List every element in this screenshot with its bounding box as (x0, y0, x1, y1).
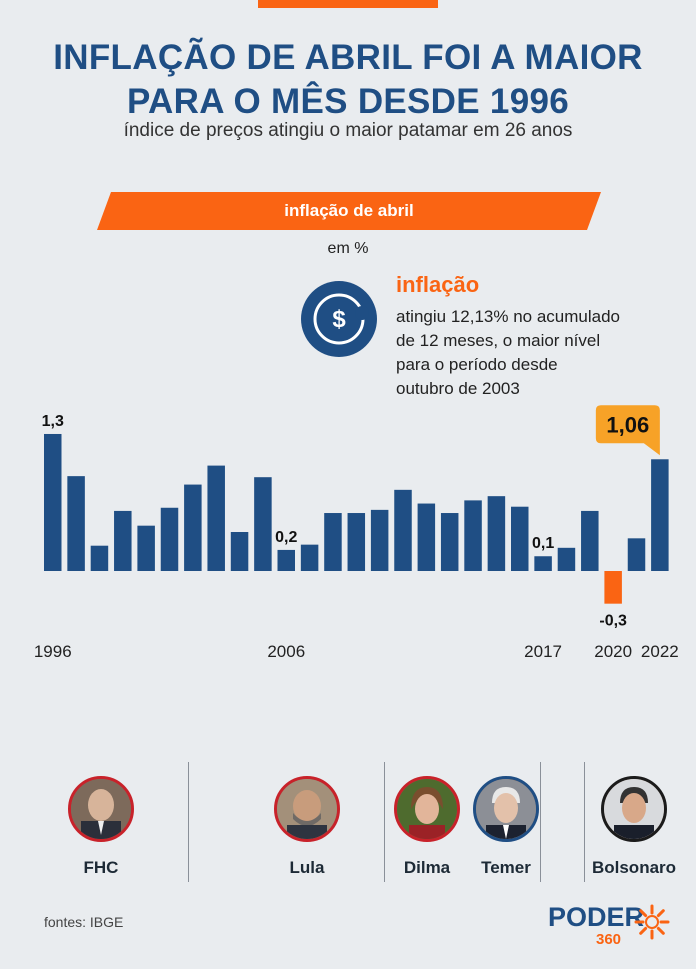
page-subtitle: índice de preços atingiu o maior patamar… (123, 120, 573, 141)
bar-2016 (511, 506, 529, 571)
callout-label: 1,06 (606, 412, 649, 437)
info-line-1: atingiu 12,13% no acumulado (396, 307, 620, 326)
bar-2005 (254, 477, 272, 571)
info-title: inflação (396, 272, 480, 297)
info-line-3: para o período desde (396, 355, 558, 374)
bar-2002 (184, 484, 202, 571)
bar-2012 (417, 503, 436, 571)
data-label-2006: 0,2 (275, 529, 297, 546)
president-bolsonaro: Bolsonaro (586, 776, 682, 878)
banner-label: inflação de abril (284, 201, 414, 220)
bar-2018 (557, 547, 576, 571)
banner-shape (97, 192, 601, 230)
president-name: Temer (481, 858, 531, 877)
section-banner: inflação de abril (97, 192, 601, 230)
bar-2000 (137, 525, 155, 571)
data-label-2017: 0,1 (532, 535, 554, 552)
x-tick-2022: 2022 (641, 642, 679, 661)
x-tick-2017: 2017 (524, 642, 562, 661)
term-divider (584, 762, 585, 882)
top-accent-bar (258, 0, 438, 8)
bar-2015 (487, 496, 506, 571)
term-divider (540, 762, 541, 882)
title-line-2: PARA O MÊS DESDE 1996 (127, 82, 569, 121)
bar-1998 (90, 545, 109, 571)
callout-bubble (595, 405, 660, 456)
poder360-logo: PODER 360 (548, 900, 678, 948)
bar-1997 (67, 476, 85, 571)
bar-2008 (324, 513, 342, 571)
x-tick-2006: 2006 (267, 642, 305, 661)
page-title: INFLAÇÃO DE ABRIL FOI A MAIOR PARA O MÊS… (0, 36, 696, 124)
x-tick-2020: 2020 (594, 642, 632, 661)
president-dilma: Dilma (382, 776, 472, 878)
bar-2007 (300, 544, 319, 571)
president-temer: Temer (461, 776, 551, 878)
sources-note: fontes: IBGE (44, 914, 124, 930)
logo-word: PODER (548, 902, 644, 932)
info-line-2: de 12 meses, o maior nível (396, 331, 601, 350)
unit-label: em % (327, 240, 369, 257)
bar-2004 (230, 532, 249, 571)
bar-2011 (394, 489, 412, 571)
bar-2022 (651, 459, 669, 571)
bar-2021 (627, 538, 646, 571)
term-divider (384, 762, 385, 882)
data-label-2020: -0,3 (599, 613, 627, 630)
president-name: FHC (83, 858, 119, 877)
bar-2014 (464, 500, 482, 571)
bar-1996 (44, 433, 62, 571)
fhc-portrait (68, 776, 134, 842)
bar-2020 (604, 571, 622, 604)
bar-2010 (370, 509, 389, 571)
bar-2019 (581, 510, 599, 571)
info-text: atingiu 12,13% no acumulado de 12 meses,… (396, 305, 676, 401)
lula-portrait (274, 776, 340, 842)
temer-portrait (473, 776, 539, 842)
president-fhc: FHC (56, 776, 146, 878)
info-line-4: outubro de 2003 (396, 379, 520, 398)
svg-text:$: $ (332, 306, 346, 333)
term-divider (188, 762, 189, 882)
x-tick-1996: 1996 (34, 642, 72, 661)
data-label-1996: 1,3 (42, 413, 64, 430)
logo-number: 360 (596, 931, 621, 946)
dollar-coin-icon: $ (300, 280, 378, 358)
sun-rays-icon (634, 904, 670, 940)
president-lula: Lula (262, 776, 352, 878)
president-name: Dilma (403, 858, 451, 877)
title-line-1: INFLAÇÃO DE ABRIL FOI A MAIOR (53, 38, 643, 77)
president-name: Lula (289, 858, 325, 877)
inflation-bar-chart: 1,3 0,2 0,1 -0,3 1,06 1996 2006 2017 2020 2022 (34, 405, 679, 661)
bar-2003 (207, 465, 225, 571)
bar-2017 (534, 556, 552, 571)
bar-2006 (277, 549, 295, 571)
president-name: Bolsonaro (591, 858, 677, 877)
bar-2001 (160, 507, 179, 571)
dilma-portrait (394, 776, 460, 842)
bar-2009 (347, 513, 366, 571)
bar-2013 (440, 513, 459, 571)
bolsonaro-portrait (601, 776, 667, 842)
bar-1999 (114, 510, 132, 571)
